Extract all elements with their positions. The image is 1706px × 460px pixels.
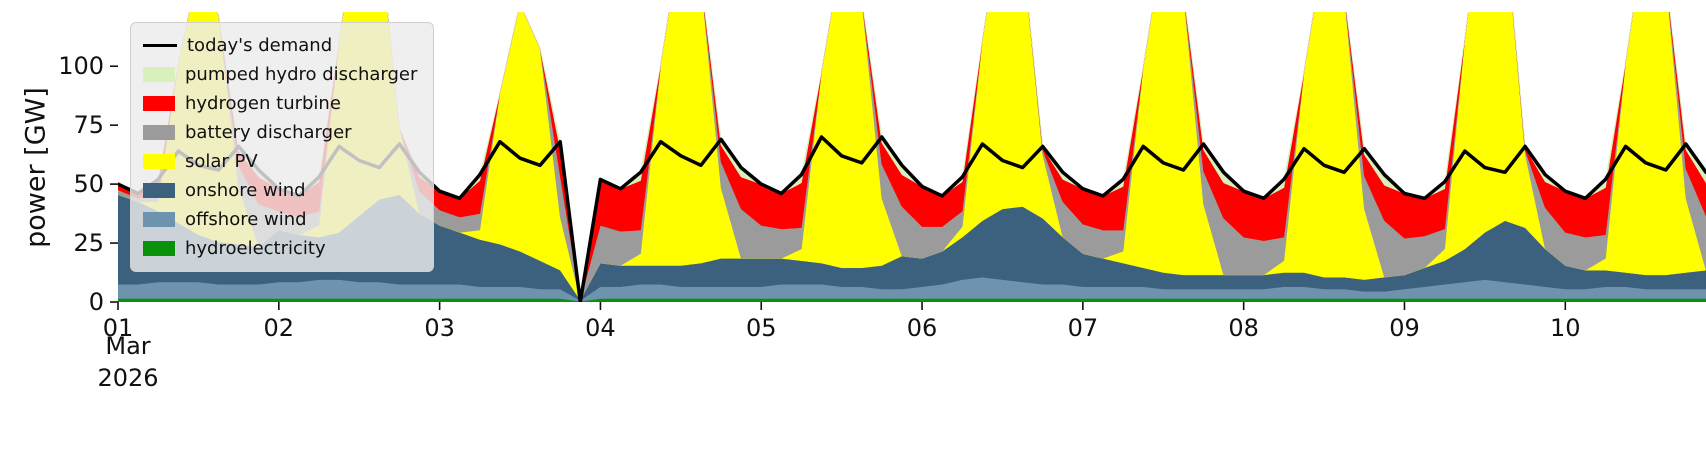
legend-color-swatch — [143, 96, 175, 111]
x-tick-label: 08 — [1228, 314, 1259, 342]
legend-item-solar-pv: solar PV — [143, 149, 417, 174]
legend-color-swatch — [143, 212, 175, 227]
legend-label: solar PV — [185, 151, 258, 172]
plot-area — [118, 12, 1706, 302]
y-tick-label: 100 — [58, 52, 104, 80]
legend-color-swatch — [143, 154, 175, 169]
legend-color-swatch — [143, 183, 175, 198]
x-tick-label: 02 — [264, 314, 295, 342]
legend-line-swatch — [143, 44, 177, 47]
legend-item-today-s-demand: today's demand — [143, 33, 417, 58]
x-tick-label: 09 — [1389, 314, 1420, 342]
legend-label: today's demand — [187, 35, 333, 56]
legend-item-battery-discharger: battery discharger — [143, 120, 417, 145]
legend-item-hydrogen-turbine: hydrogen turbine — [143, 91, 417, 116]
legend-label: onshore wind — [185, 180, 306, 201]
legend-item-pumped-hydro-discharger: pumped hydro discharger — [143, 62, 417, 87]
x-tick-label: 06 — [907, 314, 938, 342]
area-hydroelectricity — [118, 298, 1706, 302]
y-tick-label: 0 — [89, 288, 104, 316]
x-tick-label: 10 — [1550, 314, 1581, 342]
legend-label: pumped hydro discharger — [185, 64, 418, 85]
legend-color-swatch — [143, 67, 175, 82]
legend-item-hydroelectricity: hydroelectricity — [143, 236, 417, 261]
x-tick-label: 03 — [424, 314, 455, 342]
legend: today's demand pumped hydro discharger hyd… — [130, 22, 435, 272]
y-axis-title: power [GW] — [20, 87, 52, 248]
x-tick-label: 04 — [585, 314, 616, 342]
legend-color-swatch — [143, 125, 175, 140]
x-axis-month-label: Mar — [105, 332, 151, 360]
x-axis-year-label: 2026 — [97, 364, 159, 392]
y-tick-label: 75 — [73, 111, 104, 139]
legend-label: offshore wind — [185, 209, 307, 230]
y-tick-label: 50 — [73, 170, 104, 198]
legend-label: battery discharger — [185, 122, 352, 143]
area-pumped-hydro-discharger — [118, 12, 1706, 301]
x-tick-label: 05 — [746, 314, 777, 342]
legend-item-offshore-wind: offshore wind — [143, 207, 417, 232]
x-tick-label: 07 — [1068, 314, 1099, 342]
legend-color-swatch — [143, 241, 175, 256]
legend-label: hydroelectricity — [185, 238, 326, 259]
x-tick-label: 01 — [103, 314, 134, 342]
legend-label: hydrogen turbine — [185, 93, 341, 114]
legend-item-onshore-wind: onshore wind — [143, 178, 417, 203]
y-tick-label: 25 — [73, 229, 104, 257]
